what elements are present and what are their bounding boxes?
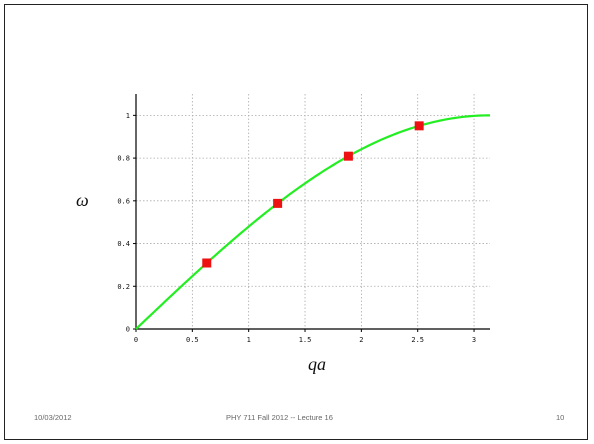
- y-tick-label: 1: [126, 112, 130, 120]
- data-point-marker: [273, 198, 283, 208]
- x-tick-label: 0: [134, 336, 138, 344]
- x-axis-label: qa: [308, 354, 326, 374]
- footer-date: 10/03/2012: [34, 413, 72, 422]
- y-tick-label: 0.4: [117, 240, 130, 248]
- x-tick-label: 1: [247, 336, 251, 344]
- x-tick-label: 3: [472, 336, 476, 344]
- x-tick-label: 1.5: [299, 336, 312, 344]
- data-point-marker: [414, 121, 424, 131]
- y-tick-label: 0.6: [117, 197, 130, 205]
- slide-frame: [4, 4, 588, 440]
- x-tick-label: 2.5: [411, 336, 424, 344]
- y-tick-label: 0: [126, 326, 130, 334]
- footer-title: PHY 711 Fall 2012 -- Lecture 16: [226, 413, 333, 422]
- y-axis-label: ω: [76, 190, 89, 210]
- y-tick-label: 0.8: [117, 155, 130, 163]
- footer-page-number: 10: [556, 413, 565, 422]
- x-tick-label: 0.5: [186, 336, 199, 344]
- y-tick-label: 0.2: [117, 283, 130, 291]
- data-point-marker: [202, 258, 212, 268]
- data-point-marker: [343, 151, 353, 161]
- dispersion-curve: [135, 114, 491, 330]
- x-tick-label: 2: [359, 336, 363, 344]
